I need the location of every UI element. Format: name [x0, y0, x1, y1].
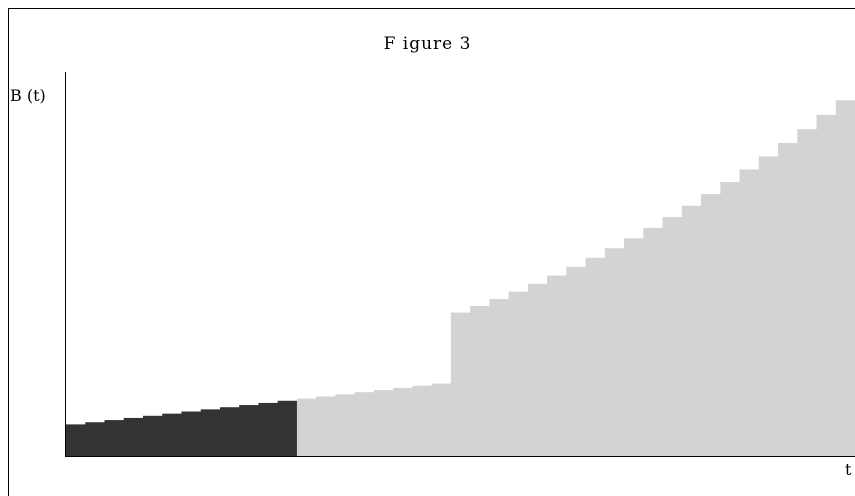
bar-unshaded: [354, 392, 375, 456]
bar-shaded: [219, 407, 240, 456]
bar-unshaded: [316, 396, 337, 456]
bar-unshaded: [662, 217, 683, 456]
bar-shaded: [277, 400, 298, 456]
bar-unshaded: [393, 387, 413, 456]
bar-unshaded: [566, 266, 587, 456]
x-axis-label: t: [845, 460, 852, 479]
bar-unshaded: [527, 283, 548, 456]
bar-unshaded: [489, 299, 510, 456]
bar-unshaded: [643, 227, 664, 456]
bar-unshaded: [604, 248, 625, 456]
bar-unshaded: [335, 394, 356, 456]
bar-shaded: [162, 413, 183, 456]
bar-shaded: [239, 405, 260, 456]
bar-group: [66, 100, 855, 457]
bar-unshaded: [431, 383, 452, 456]
y-axis-label: B (t): [10, 86, 46, 105]
bar-unshaded: [758, 156, 779, 456]
bar-shaded: [85, 422, 106, 456]
chart-title: F igure 3: [383, 34, 472, 54]
bar-unshaded: [701, 194, 721, 456]
bar-unshaded: [296, 398, 317, 456]
bar-unshaded: [681, 205, 702, 456]
bar-unshaded: [835, 100, 855, 457]
bar-shaded: [200, 409, 221, 456]
bar-shaded: [104, 420, 125, 456]
bar-unshaded: [373, 390, 394, 456]
figure-frame: [8, 8, 855, 496]
bar-shaded: [66, 424, 86, 456]
bar-shaded: [142, 415, 163, 456]
bar-unshaded: [624, 238, 644, 456]
bar-unshaded: [778, 143, 798, 456]
bar-unshaded: [816, 114, 837, 457]
bar-unshaded: [450, 312, 471, 456]
bar-unshaded: [508, 291, 529, 456]
bar-unshaded: [470, 306, 490, 456]
bar-shaded: [181, 411, 202, 456]
bar-unshaded: [739, 169, 760, 456]
bar-unshaded: [412, 385, 433, 456]
bar-unshaded: [585, 257, 606, 456]
bar-shaded: [123, 417, 144, 456]
bar-shaded: [258, 402, 279, 456]
bar-unshaded: [547, 275, 567, 456]
bar-unshaded: [720, 181, 741, 456]
bar-unshaded: [797, 129, 818, 456]
